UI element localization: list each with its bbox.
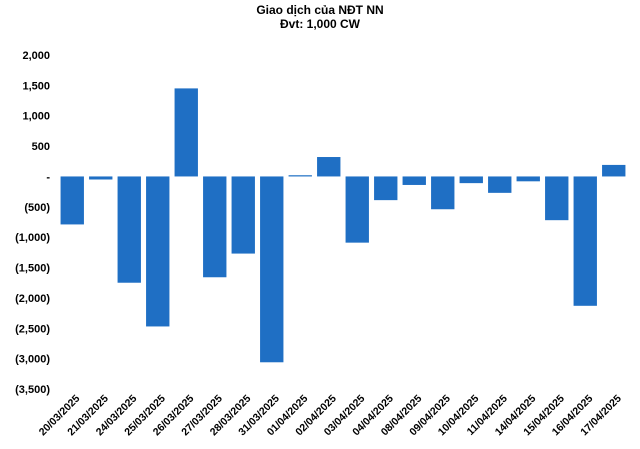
bar [117,176,141,283]
chart-title: Giao dịch của NĐT NN [256,3,384,17]
bar [174,88,198,177]
bar [431,176,455,210]
y-tick-label: 2,000 [22,50,50,62]
y-tick-label: 1,500 [22,80,50,92]
y-tick-label: 1,000 [22,111,50,123]
bar [345,176,369,243]
bar [516,176,540,182]
bar [602,164,626,177]
y-tick-label: (1,000) [15,232,50,244]
bar [402,176,426,185]
bar [317,157,341,177]
y-tick-label: 500 [32,141,50,153]
bar [89,176,113,180]
bar [60,176,84,225]
y-tick-label: (3,500) [15,384,50,396]
bar [203,176,227,278]
bar [545,176,569,221]
bar [288,175,312,177]
chart-subtitle: Đvt: 1,000 CW [279,17,361,31]
bar [459,176,483,184]
y-tick-label: - [46,171,50,183]
bar [146,176,170,327]
y-tick-label: (2,500) [15,323,50,335]
bar [573,176,597,306]
y-tick-label: (2,000) [15,293,50,305]
bar [488,176,512,193]
y-tick-label: (500) [24,202,50,214]
y-tick-label: (3,000) [15,354,50,366]
bar [231,176,255,254]
y-tick-label: (1,500) [15,263,50,275]
bar [374,176,398,201]
bar [260,176,284,363]
